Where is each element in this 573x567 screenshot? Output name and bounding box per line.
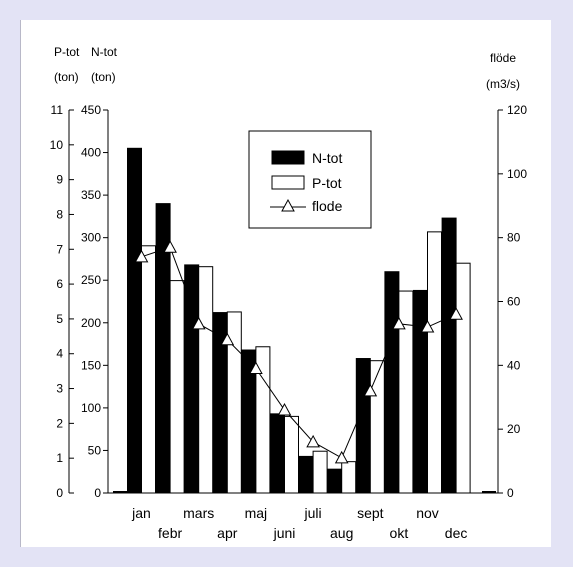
ptot-tick-label: 11 <box>51 103 64 117</box>
x-tick-label-nov: nov <box>416 505 439 521</box>
flow-marker-jan <box>134 249 149 263</box>
ptot-tick-label: 4 <box>56 347 63 361</box>
flow-tick-label: 0 <box>507 486 514 500</box>
ptot-tick-label: 1 <box>56 451 63 465</box>
flow-line <box>134 240 463 464</box>
ntot-tick-label: 450 <box>81 103 101 117</box>
flow-axis-unit: (m3/s) <box>486 77 520 91</box>
flow-marker-juli <box>306 434 320 448</box>
bar-ptot-aug <box>341 461 357 494</box>
legend-label-ptot: P-tot <box>312 175 342 191</box>
ptot-tick-label: 3 <box>56 382 63 396</box>
bar-ptot-nov <box>427 231 442 494</box>
bar-ptot-juni <box>284 415 299 494</box>
flow-marker-nov <box>420 319 435 333</box>
x-tick-label-okt: okt <box>390 525 409 541</box>
flow-marker-febr <box>163 240 177 253</box>
ptot-tick-label: 8 <box>56 207 63 221</box>
bar-ptot-juli <box>312 450 328 494</box>
bar-ntot-dec <box>441 217 457 494</box>
flow-marker-sept <box>363 383 378 397</box>
bar-ntot-nov <box>413 289 428 494</box>
bar-ntot-sept <box>355 358 371 494</box>
bar-stub-right <box>482 491 496 493</box>
bar-ntot-okt <box>384 271 400 494</box>
ntot-tick-label: 200 <box>81 316 101 330</box>
flow-marker-apr <box>220 332 235 346</box>
x-tick-label-jan: jan <box>131 505 151 521</box>
bar-ntot-jan <box>127 147 142 494</box>
legend-swatch-flode-marker <box>281 198 295 212</box>
flow-marker-dec <box>449 307 463 320</box>
flow-tick-label: 40 <box>507 358 521 372</box>
ntot-tick-label: 250 <box>81 273 101 287</box>
ptot-tick-label: 0 <box>56 486 63 500</box>
ntot-tick-label: 300 <box>81 231 101 245</box>
legend: N-tot P-tot flode <box>248 130 372 229</box>
legend-swatch-ptot <box>271 175 305 190</box>
ptot-tick-label: 2 <box>56 416 63 430</box>
bar-ptot-okt <box>398 290 414 494</box>
x-tick-label-sept: sept <box>357 505 384 521</box>
ntot-axis-unit: (ton) <box>91 70 116 84</box>
x-tick-label-juli: juli <box>304 505 322 521</box>
ntot-tick-label: 50 <box>88 443 102 457</box>
x-tick-label-dec: dec <box>445 525 468 541</box>
flow-tick-label: 80 <box>507 231 521 245</box>
flow-axis-label: flöde <box>490 51 516 65</box>
ptot-tick-label: 10 <box>50 138 64 152</box>
bar-ptot-febr <box>169 280 185 494</box>
flow-tick-label: 60 <box>507 295 521 309</box>
flow-marker-maj <box>249 361 263 375</box>
ntot-tick-label: 100 <box>81 401 101 415</box>
ptot-tick-label: 9 <box>56 173 63 187</box>
flow-tick-label: 100 <box>507 167 527 181</box>
legend-swatch-ntot <box>271 150 305 165</box>
bar-ptot-jan <box>141 245 156 494</box>
flow-marker-mars <box>191 316 206 330</box>
x-tick-label-aug: aug <box>330 525 353 541</box>
legend-box <box>248 130 372 229</box>
x-tick-label-apr: apr <box>217 525 238 541</box>
ptot-axis-label: P-tot <box>54 45 80 59</box>
ntot-tick-label: 0 <box>94 486 101 500</box>
ntot-axis-label: N-tot <box>91 45 118 59</box>
bar-ptot-apr <box>226 311 242 494</box>
flow-tick-label: 120 <box>507 103 527 117</box>
flow-marker-okt <box>392 316 406 330</box>
bar-ptot-dec <box>455 262 471 494</box>
legend-label-ntot: N-tot <box>312 150 342 166</box>
ntot-tick-label: 400 <box>81 146 101 160</box>
bar-ntot-aug <box>327 468 343 494</box>
bar-ntot-mars <box>184 264 200 494</box>
x-tick-label-juni: juni <box>273 525 296 541</box>
x-tick-label-mars: mars <box>183 505 214 521</box>
x-tick-label-febr: febr <box>158 525 182 541</box>
bar-ptot-sept <box>369 360 385 494</box>
ptot-tick-label: 5 <box>56 312 63 326</box>
flow-marker-juni <box>277 402 292 416</box>
bar-ptot-mars <box>198 266 214 494</box>
ptot-axis-unit: (ton) <box>54 70 79 84</box>
axis-ticks: 0123456789101105010015020025030035040045… <box>50 103 528 500</box>
bar-ntot-juni <box>270 413 285 494</box>
ptot-tick-label: 7 <box>56 242 63 256</box>
x-tick-label-maj: maj <box>245 505 268 521</box>
bar-ntot-juli <box>298 455 314 494</box>
ntot-tick-label: 350 <box>81 188 101 202</box>
legend-label-flode: flode <box>312 198 343 214</box>
ntot-tick-label: 150 <box>81 358 101 372</box>
flow-polyline <box>141 246 457 459</box>
flow-marker-aug <box>334 450 349 464</box>
ptot-tick-label: 6 <box>56 277 63 291</box>
bar-stub-left <box>113 491 127 493</box>
flow-tick-label: 20 <box>507 422 521 436</box>
bars <box>113 147 496 494</box>
